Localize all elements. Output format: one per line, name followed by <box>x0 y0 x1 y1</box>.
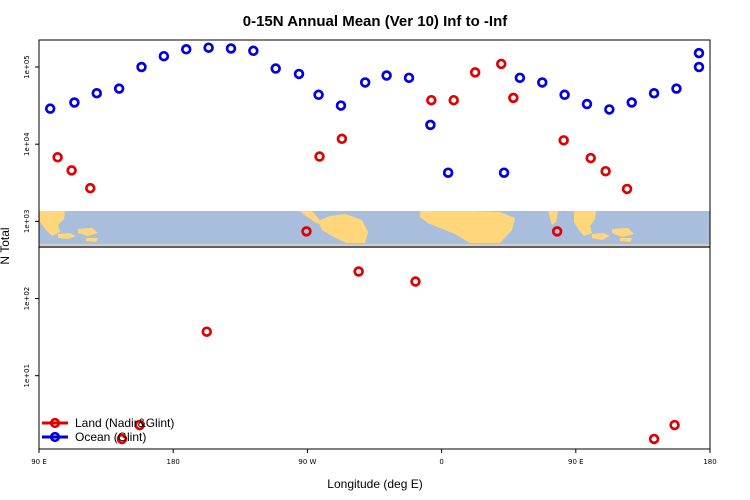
ocean-point <box>425 119 436 131</box>
legend-ocean-marker <box>49 431 61 443</box>
ocean-point <box>313 89 324 101</box>
x-tick-label: 180 <box>167 458 180 466</box>
data-markers <box>44 42 705 445</box>
chart-title: 0-15N Annual Mean (Ver 10) Inf to -Inf <box>243 13 508 30</box>
x-tick-label: 90 E <box>568 458 584 466</box>
land-point <box>600 165 611 177</box>
ocean-point <box>270 63 281 74</box>
map-landmass <box>40 211 65 236</box>
ocean-point <box>581 98 593 110</box>
ocean-point <box>559 89 570 101</box>
map-landmass <box>574 211 596 236</box>
land-point <box>426 94 437 106</box>
x-tick-label: 90 E <box>31 458 47 466</box>
ocean-point <box>403 72 415 84</box>
legend-land-label: Land (Nadir&Glint) <box>75 416 174 430</box>
world-map-strip <box>39 211 710 246</box>
ocean-point <box>248 45 259 57</box>
land-point <box>621 183 633 195</box>
land-point <box>558 135 569 146</box>
legend-land-marker <box>49 417 61 429</box>
ocean-point <box>693 47 705 59</box>
map-strip-edge <box>39 244 710 246</box>
map-landmass <box>86 238 98 242</box>
ocean-point <box>498 167 510 178</box>
ocean-point <box>293 68 305 80</box>
ocean-point <box>180 44 192 55</box>
ocean-point <box>536 77 548 88</box>
land-point <box>669 419 680 431</box>
ocean-point <box>648 87 660 99</box>
ocean-point <box>113 83 125 94</box>
land-point <box>448 94 459 106</box>
legend-ocean-label: Ocean (Glint) <box>75 430 146 444</box>
y-axis: 1e+01 1e+02 1e+03 1e+04 1e+05 <box>23 55 39 387</box>
map-ocean-band <box>39 211 710 244</box>
plot-frame <box>38 39 711 450</box>
y-tick-label: 1e+01 <box>23 364 31 388</box>
map-landmass <box>620 238 632 242</box>
ocean-point <box>359 77 371 88</box>
ocean-point <box>158 50 170 62</box>
land-point <box>585 152 596 164</box>
land-point <box>116 433 128 445</box>
land-point <box>314 151 325 162</box>
land-point <box>551 226 563 237</box>
y-tick-label: 1e+04 <box>23 132 31 156</box>
map-landmass <box>78 228 98 236</box>
x-axis-label: Longitude (deg E) <box>327 477 422 491</box>
ocean-point <box>442 167 454 178</box>
ocean-point <box>604 104 615 115</box>
legend: Land (Nadir&Glint) Ocean (Glint) <box>42 416 174 444</box>
y-axis-label: N Total <box>0 227 12 264</box>
land-point <box>134 419 145 431</box>
ocean-point <box>91 87 103 99</box>
land-point <box>648 433 660 445</box>
x-tick-label: 180 <box>703 458 716 466</box>
ocean-point <box>335 100 347 111</box>
ocean-point <box>693 61 705 73</box>
land-point <box>66 165 77 176</box>
map-landmass <box>548 211 558 225</box>
ocean-point <box>136 61 147 73</box>
ocean-point <box>626 97 637 108</box>
ocean-point <box>514 72 526 84</box>
map-landmass <box>592 233 610 240</box>
map-landmass <box>58 233 76 239</box>
x-tick-label: 0 <box>439 458 443 466</box>
land-point <box>469 67 481 78</box>
ocean-point <box>69 97 80 108</box>
plot-border <box>38 39 711 450</box>
map-landmass <box>612 228 634 237</box>
land-point <box>495 58 507 70</box>
ocean-point <box>671 83 682 94</box>
land-point <box>336 133 348 145</box>
land-point <box>52 152 63 163</box>
land-point <box>301 226 312 237</box>
land-point <box>85 182 96 194</box>
map-landmass <box>318 214 368 243</box>
land-point <box>353 266 364 277</box>
y-tick-label: 1e+03 <box>23 210 31 234</box>
ocean-point <box>381 70 392 81</box>
ocean-point <box>225 43 237 54</box>
map-landmass <box>420 211 515 243</box>
y-tick-label: 1e+02 <box>23 287 31 311</box>
ocean-point <box>44 103 56 114</box>
land-point <box>410 276 421 287</box>
x-axis: 90 E 180 90 W 0 90 E 180 <box>31 449 717 466</box>
map-landmass <box>300 211 322 224</box>
land-point <box>201 326 213 337</box>
ocean-point <box>203 42 214 53</box>
x-tick-label: 90 W <box>298 458 316 466</box>
y-tick-label: 1e+05 <box>23 55 31 79</box>
land-point <box>508 92 519 104</box>
